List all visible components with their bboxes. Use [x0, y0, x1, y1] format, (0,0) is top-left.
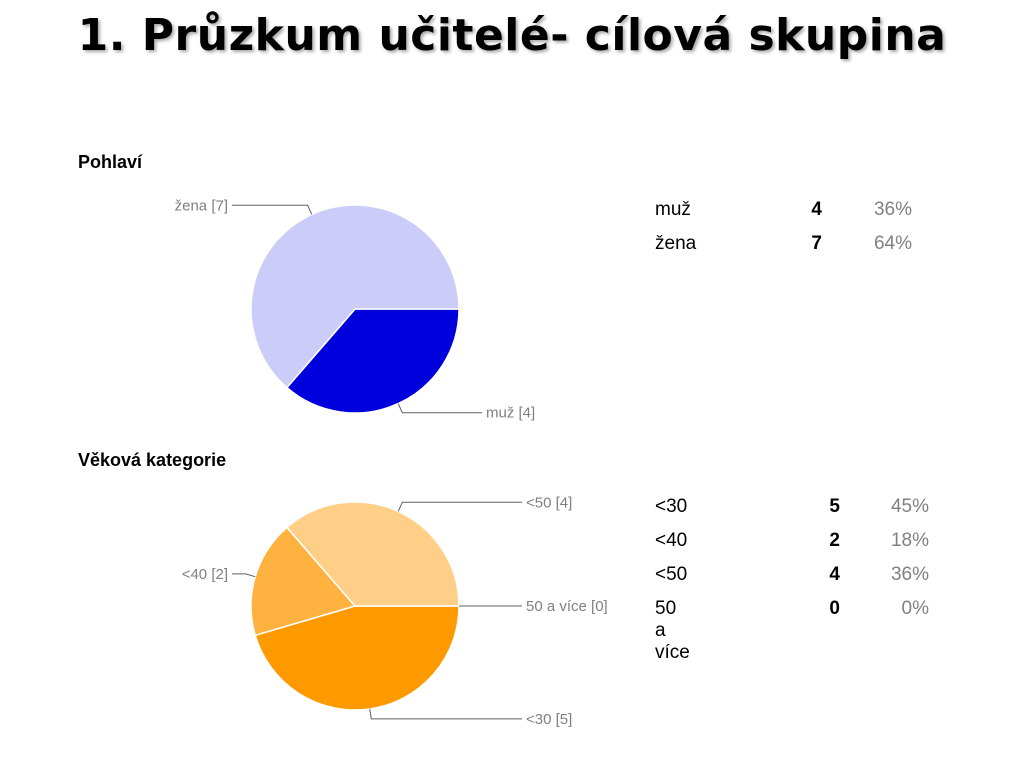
callout-50-a-více: 50 a více [0] — [459, 598, 608, 615]
slice-label-lt-50: <50 [4] — [526, 494, 572, 511]
callout-muž: muž [4] — [397, 403, 535, 422]
stats-count: 4 — [811, 199, 822, 220]
slice-label-lt-40: <40 [2] — [182, 566, 228, 583]
slice-label-lt-30: <30 [5] — [526, 711, 572, 728]
pie-chart-gender: muž [4] žena [7] — [175, 197, 536, 422]
stats-category: 50 a více — [655, 598, 690, 663]
pie-slice-žena — [250, 204, 460, 389]
slice-label-50-a-více: 50 a více [0] — [526, 598, 608, 615]
callout-lt-40: <40 [2] — [182, 566, 256, 583]
pie-chart-age: <30 [5] <40 [2] <50 [4] 50 a více [0] — [182, 494, 608, 728]
stats-count: 5 — [829, 496, 840, 517]
stats-category: žena — [655, 233, 697, 254]
callout-lt-50: <50 [4] — [397, 494, 572, 512]
pie-slice-lt-30 — [254, 605, 460, 711]
stats-count: 4 — [829, 564, 840, 585]
slide-title: 1. Průzkum učitelé- cílová skupina — [77, 10, 947, 61]
stats-count: 0 — [829, 598, 840, 619]
stats-percent: 36% — [890, 564, 929, 585]
callout-žena: žena [7] — [175, 197, 313, 215]
stats-percent: 64% — [873, 233, 912, 254]
stats-percent: 36% — [873, 199, 912, 220]
chart-title-age: Věková kategorie — [78, 450, 227, 470]
stats-category: muž — [655, 199, 691, 220]
stats-category: <40 — [655, 530, 688, 551]
stats-percent: 18% — [890, 530, 929, 551]
slice-label-žena: žena [7] — [175, 197, 228, 214]
stats-count: 2 — [829, 530, 840, 551]
stats-category: <30 — [655, 496, 688, 517]
stats-category: <50 — [655, 564, 688, 585]
chart-title-gender: Pohlaví — [78, 152, 143, 172]
slice-label-muž: muž [4] — [486, 405, 535, 422]
callout-lt-30: <30 [5] — [369, 708, 572, 728]
stats-percent: 45% — [890, 496, 929, 517]
stats-percent: 0% — [901, 598, 929, 619]
stats-count: 7 — [811, 233, 822, 254]
